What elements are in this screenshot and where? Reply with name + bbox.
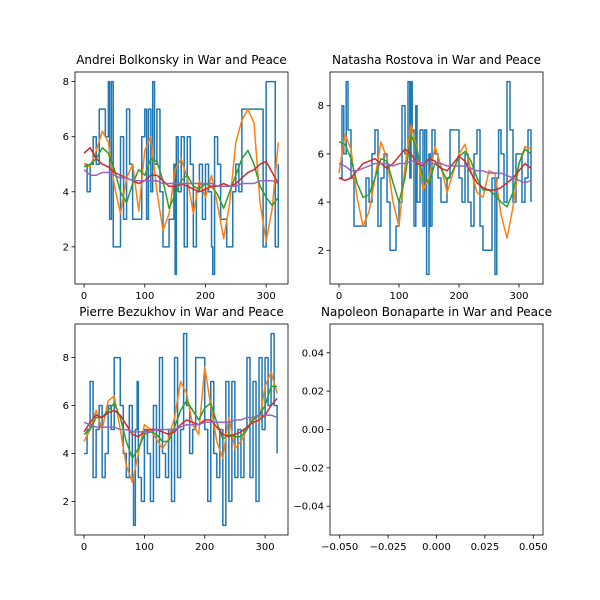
x-tick-label: 200 (195, 542, 214, 553)
y-tick-label: 8 (318, 101, 324, 112)
series-line-3 (83, 146, 279, 210)
series-line-1 (339, 80, 532, 276)
x-tick-label: 0 (81, 542, 87, 553)
y-tick-label: 6 (63, 401, 69, 412)
x-tick-label: 0.050 (519, 542, 548, 553)
x-tick-label: 200 (196, 291, 215, 302)
y-tick-label: −0.04 (293, 502, 324, 513)
y-tick-label: 0.04 (302, 348, 324, 359)
x-tick-label: 100 (135, 291, 154, 302)
x-tick-label: 0.025 (471, 542, 500, 553)
x-tick-label: 100 (389, 291, 408, 302)
series-line-4 (338, 148, 532, 191)
y-tick-label: 2 (63, 497, 69, 508)
series-line-5 (83, 414, 278, 433)
series-line-1 (84, 80, 280, 276)
y-tick-label: 0.02 (302, 387, 324, 398)
y-tick-label: 2 (63, 242, 69, 253)
series-line-2 (83, 108, 280, 243)
x-tick-label: 100 (135, 542, 154, 553)
panel-title: Andrei Bolkonsky in War and Peace (76, 53, 287, 67)
axes-frame (74, 323, 289, 536)
y-tick-label: 8 (63, 77, 69, 88)
panel-title: Napoleon Bonaparte in War and Peace (321, 305, 552, 319)
y-tick-label: 4 (63, 187, 69, 198)
panel-3: 0 100 200 300 2 4 6 8 Pierre Bezukhov in War and… (63, 305, 289, 553)
y-tick-label: 4 (318, 198, 324, 209)
x-tick-label: 0.000 (422, 542, 451, 553)
series-line-4 (83, 397, 278, 438)
x-tick-label: −0.050 (321, 542, 358, 553)
y-tick-label: 4 (63, 449, 69, 460)
series-line-5 (338, 160, 532, 184)
series-line-5 (83, 169, 279, 188)
y-tick-label: 8 (63, 353, 69, 364)
panel-1: 0 100 200 300 2 4 6 8 Andrei Bolkonsky in War an… (63, 53, 289, 302)
y-tick-label: 6 (318, 149, 324, 160)
y-tick-label: 6 (63, 132, 69, 143)
x-tick-label: 200 (449, 291, 468, 302)
y-tick-label: −0.02 (293, 463, 324, 474)
panel-2: 0 100 200 300 2 4 6 8 Natasha Rostova in War and… (318, 53, 544, 302)
panel-4: −0.050 −0.025 0.000 0.025 0.050 −0.04 −0.02 0.0… (293, 305, 552, 553)
x-tick-label: 300 (257, 291, 276, 302)
y-tick-label: 2 (318, 246, 324, 257)
axes-frame (329, 71, 544, 285)
x-tick-label: −0.025 (370, 542, 407, 553)
x-tick-label: 300 (509, 291, 528, 302)
x-tick-label: 300 (256, 542, 275, 553)
series-line-3 (83, 385, 278, 460)
axes-frame (74, 71, 289, 285)
y-tick-label: 0.00 (302, 425, 324, 436)
x-tick-label: 0 (81, 291, 87, 302)
panel-title: Natasha Rostova in War and Peace (332, 53, 541, 67)
x-tick-label: 0 (336, 291, 342, 302)
panel-title: Pierre Bezukhov in War and Peace (79, 305, 283, 319)
